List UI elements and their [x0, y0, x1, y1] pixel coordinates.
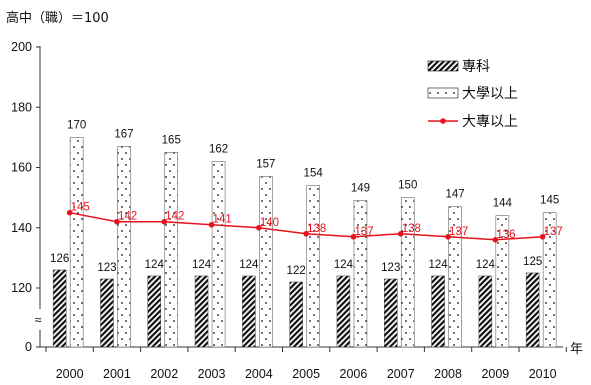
- bar-daxue-2006: [353, 200, 368, 348]
- bar-daxue-2001: [117, 146, 131, 348]
- label-daxue-2008: 147: [445, 189, 464, 201]
- legend-swatch-hatch: [427, 60, 459, 72]
- bar-daxue-2008: [448, 206, 462, 348]
- x-tick-label-2000: 2000: [56, 367, 84, 381]
- point-dazhuan-2003: [208, 221, 215, 228]
- bar-zhuanke-2006: [336, 275, 351, 348]
- point-dazhuan-2001: [114, 218, 120, 225]
- point-dazhuan-2010: [539, 233, 546, 240]
- bar-zhuanke-2003: [194, 275, 209, 348]
- point-dazhuan-2000: [66, 209, 73, 216]
- axes: ≈0 120 140 160 180 200 2000 2001 2002 2003 2004 200…: [11, 40, 567, 381]
- bar-zhuanke-2002: [147, 275, 161, 348]
- label-zhuanke-2006: 124: [334, 259, 354, 271]
- label-zhuanke-2007: 123: [381, 262, 400, 274]
- label-dazhuan-2006: 137: [354, 226, 373, 238]
- legend-label-2: 大學以上: [462, 86, 518, 102]
- legend-label-1: 專科: [462, 59, 490, 75]
- x-tick-label-2003: 2003: [198, 367, 226, 381]
- x-tick-label-2001: 2001: [103, 367, 131, 381]
- x-tick-label-2007: 2007: [387, 367, 415, 381]
- point-dazhuan-2004: [256, 224, 262, 231]
- x-tick-label-2008: 2008: [434, 367, 462, 381]
- label-dazhuan-2004: 140: [260, 217, 279, 229]
- legend: 專科 大學以上 大專以上: [427, 59, 518, 130]
- point-dazhuan-2008: [445, 233, 451, 240]
- label-dazhuan-2000: 145: [71, 202, 90, 214]
- bar-zhuanke-2000: [52, 269, 67, 348]
- label-dazhuan-2009: 136: [496, 229, 515, 241]
- x-tick-label-2006: 2006: [340, 367, 368, 381]
- label-dazhuan-2007: 138: [402, 223, 421, 235]
- y-tick-label-0: 0: [25, 340, 32, 354]
- label-dazhuan-2005: 138: [307, 223, 326, 235]
- y-tick-label-140: 140: [11, 221, 32, 235]
- bar-zhuanke-2001: [100, 278, 114, 348]
- label-daxue-2005: 154: [304, 168, 324, 180]
- label-daxue-2000: 170: [67, 119, 86, 131]
- legend-line-marker: [440, 118, 446, 124]
- label-dazhuan-2008: 137: [449, 226, 468, 238]
- y-tick-label-160: 160: [11, 161, 32, 175]
- label-dazhuan-2002: 142: [165, 211, 184, 223]
- label-daxue-2009: 144: [493, 198, 513, 210]
- label-daxue-2002: 165: [162, 134, 181, 146]
- label-daxue-2007: 150: [398, 180, 417, 192]
- bar-zhuanke-2008: [431, 275, 445, 348]
- point-dazhuan-2002: [161, 218, 168, 225]
- bar-zhuanke-2004: [242, 275, 256, 348]
- bar-daxue-2007: [400, 197, 415, 348]
- y-tick-label-180: 180: [11, 100, 32, 114]
- label-daxue-2006: 149: [351, 183, 370, 195]
- label-zhuanke-2003: 124: [192, 259, 212, 271]
- label-dazhuan-2010: 137: [544, 226, 563, 238]
- x-tick-label-2004: 2004: [245, 367, 273, 381]
- legend-swatch-dots: [427, 87, 459, 99]
- y-tick-label-200: 200: [11, 40, 32, 54]
- axis-break-mark: ≈: [35, 313, 42, 327]
- bar-zhuanke-2005: [289, 281, 303, 348]
- bar-daxue-2010: [542, 212, 557, 348]
- x-tick-label-2010: 2010: [529, 367, 557, 381]
- y-tick-label-120: 120: [11, 281, 32, 295]
- label-zhuanke-2004: 124: [239, 259, 259, 271]
- bar-daxue-2000: [69, 137, 84, 348]
- bars: [52, 137, 557, 348]
- label-daxue-2010: 145: [540, 195, 559, 207]
- data-labels: 126 170 123 167 124 165 124 162 124 157 122 154 124 1…: [50, 119, 559, 277]
- label-daxue-2004: 157: [256, 159, 275, 171]
- label-zhuanke-2009: 124: [476, 259, 496, 271]
- bar-daxue-2004: [259, 176, 273, 348]
- line-series: 145 142 142 141 140 138 137 138 137 136 137: [66, 202, 563, 243]
- x-tick-label-2002: 2002: [150, 367, 178, 381]
- label-dazhuan-2001: 142: [118, 211, 137, 223]
- x-tick-label-2005: 2005: [292, 367, 320, 381]
- x-axis-label: 年: [570, 342, 583, 357]
- label-zhuanke-2000: 126: [50, 253, 69, 265]
- label-daxue-2003: 162: [209, 143, 228, 155]
- label-zhuanke-2001: 123: [97, 262, 116, 274]
- label-daxue-2001: 167: [114, 128, 133, 140]
- point-dazhuan-2009: [492, 237, 499, 243]
- point-dazhuan-2006: [350, 233, 357, 240]
- label-dazhuan-2003: 141: [213, 214, 232, 226]
- label-zhuanke-2002: 124: [145, 259, 165, 271]
- bar-daxue-2003: [211, 161, 226, 348]
- bar-daxue-2005: [306, 185, 320, 348]
- point-dazhuan-2005: [303, 230, 309, 237]
- legend-label-3: 大專以上: [462, 114, 518, 130]
- bar-zhuanke-2009: [478, 275, 493, 348]
- unit-note: 高中（職）＝100: [6, 10, 109, 26]
- bar-daxue-2009: [495, 215, 510, 348]
- bar-zhuanke-2007: [384, 278, 398, 348]
- bar-zhuanke-2010: [525, 272, 540, 348]
- label-zhuanke-2010: 125: [523, 256, 542, 268]
- label-zhuanke-2005: 122: [287, 265, 306, 277]
- x-tick-label-2009: 2009: [481, 367, 509, 381]
- label-zhuanke-2008: 124: [428, 259, 448, 271]
- point-dazhuan-2007: [397, 230, 404, 237]
- bar-daxue-2002: [164, 152, 179, 348]
